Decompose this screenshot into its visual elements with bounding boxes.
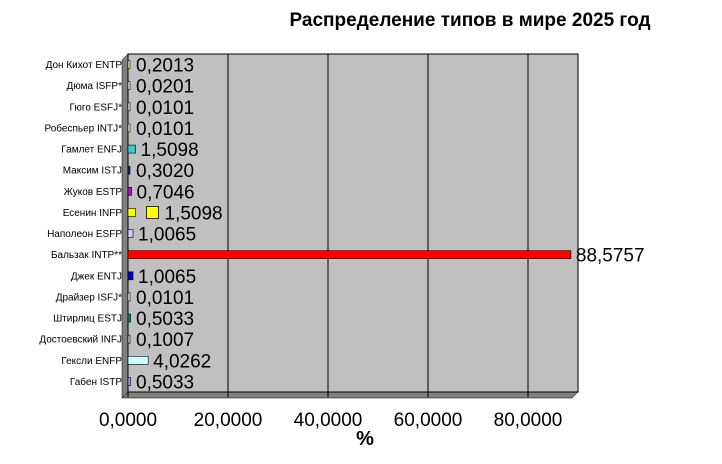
value-label-14: 4,0262 — [153, 351, 211, 372]
x-tick-label-4: 80,0000 — [494, 410, 563, 431]
value-label-2: 0,0101 — [136, 98, 194, 119]
bar-4 — [127, 144, 136, 154]
value-label-5: 0,3020 — [136, 161, 194, 182]
category-label-9: Бальзак INTP** — [51, 250, 122, 261]
extra-marker-0 — [146, 206, 159, 219]
chart-title: Распределение типов в мире 2025 год — [289, 10, 651, 31]
category-label-15: Габен ISTP — [70, 376, 122, 388]
category-label-12: Штирлиц ESTJ — [53, 314, 122, 325]
value-label-1: 0,0201 — [136, 77, 194, 98]
plot-area — [127, 53, 579, 393]
value-label-12: 0,5033 — [136, 309, 194, 330]
x-tick-label-3: 60,0000 — [394, 410, 463, 431]
category-label-1: Дюма ISFP* — [67, 81, 123, 92]
category-label-0: Дон Кихот ENTP — [46, 60, 123, 71]
value-label-4: 1,5098 — [141, 140, 199, 161]
bar-11 — [127, 292, 131, 302]
category-label-6: Жуков ESTP — [64, 187, 123, 198]
plot-side-wall — [121, 53, 129, 399]
bar-0 — [127, 60, 131, 69]
category-label-4: Гамлет ENFJ — [61, 145, 122, 156]
category-label-11: Драйзер ISFJ* — [56, 292, 122, 303]
bar-1 — [127, 81, 131, 90]
x-axis-label: % — [356, 428, 374, 450]
value-label-0: 0,2013 — [136, 56, 194, 77]
bar-6 — [127, 187, 132, 196]
category-label-14: Гексли ENFP — [61, 356, 122, 367]
category-label-2: Гюго ESFJ* — [70, 102, 123, 113]
category-label-13: Достоевский INFJ — [39, 335, 122, 346]
value-label-15: 0,5033 — [136, 372, 194, 393]
value-label-6: 0,7046 — [137, 182, 195, 203]
bar-8 — [127, 229, 134, 238]
category-label-3: Робеспьер INTJ* — [45, 122, 123, 134]
value-label-7: 1,5098 — [165, 203, 223, 224]
bar-5 — [127, 165, 131, 175]
bar-7 — [127, 208, 136, 217]
category-label-8: Наполеон ESFP — [47, 229, 122, 240]
bar-3 — [127, 123, 131, 133]
value-label-3: 0,0101 — [136, 119, 194, 140]
value-label-8: 1,0065 — [138, 225, 196, 246]
category-label-10: Джек ENTJ — [71, 271, 122, 282]
value-label-13: 0,1007 — [136, 330, 194, 351]
bar-10 — [127, 271, 134, 281]
bar-12 — [127, 313, 131, 323]
value-label-9: 88,5757 — [576, 246, 645, 267]
x-tick-label-2: 40,0000 — [294, 410, 363, 431]
category-label-5: Максим ISTJ — [63, 166, 122, 177]
value-label-10: 1,0065 — [138, 267, 196, 288]
x-tick-label-1: 20,0000 — [194, 410, 263, 431]
bar-9 — [127, 250, 572, 259]
x-tick-label-0: 0,0000 — [99, 410, 157, 431]
value-label-11: 0,0101 — [136, 288, 194, 309]
bar-13 — [127, 334, 131, 344]
bar-14 — [127, 356, 149, 365]
bar-2 — [127, 102, 131, 112]
bar-15 — [127, 377, 131, 386]
category-label-7: Есенин INFP — [63, 208, 123, 219]
